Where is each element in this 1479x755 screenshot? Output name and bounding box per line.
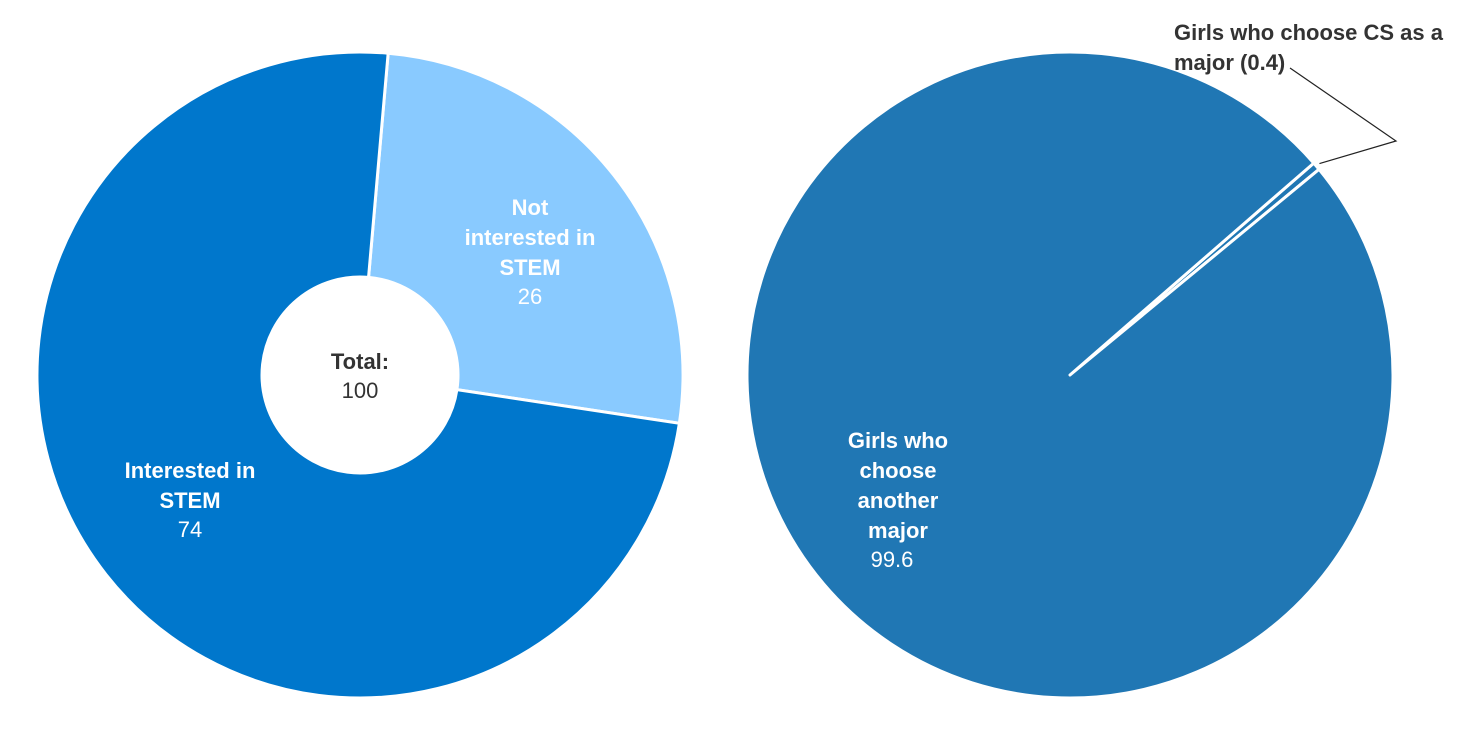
pie-slice-girls-who-choose-another-major	[745, 50, 1395, 700]
donut-chart: Not interested in STEM 26 Interested in STEM 7…	[35, 50, 685, 700]
donut-label-interested-in-stem: Interested in STEM 74	[125, 458, 256, 542]
pie-callout-line	[1289, 67, 1398, 165]
pie-label-girls-who-choose-cs-as-a-major: Girls who choose CS as a major (0.4)	[1174, 20, 1444, 75]
pie-chart: Girls who choose CS as a major (0.4) Girls…	[745, 20, 1444, 700]
donut-slice-not-interested-in-stem	[366, 51, 685, 426]
donut-label-not-interested-in-stem: Not interested in STEM 26	[465, 195, 596, 309]
pie-value-girls-who-choose-another-major: 99.6	[871, 547, 914, 572]
pie-label-girls-who-choose-another-major: Girls who choose another major	[848, 428, 948, 543]
donut-center-label: Total: 100	[331, 349, 389, 403]
donut-slice-interested-in-stem	[35, 50, 682, 700]
